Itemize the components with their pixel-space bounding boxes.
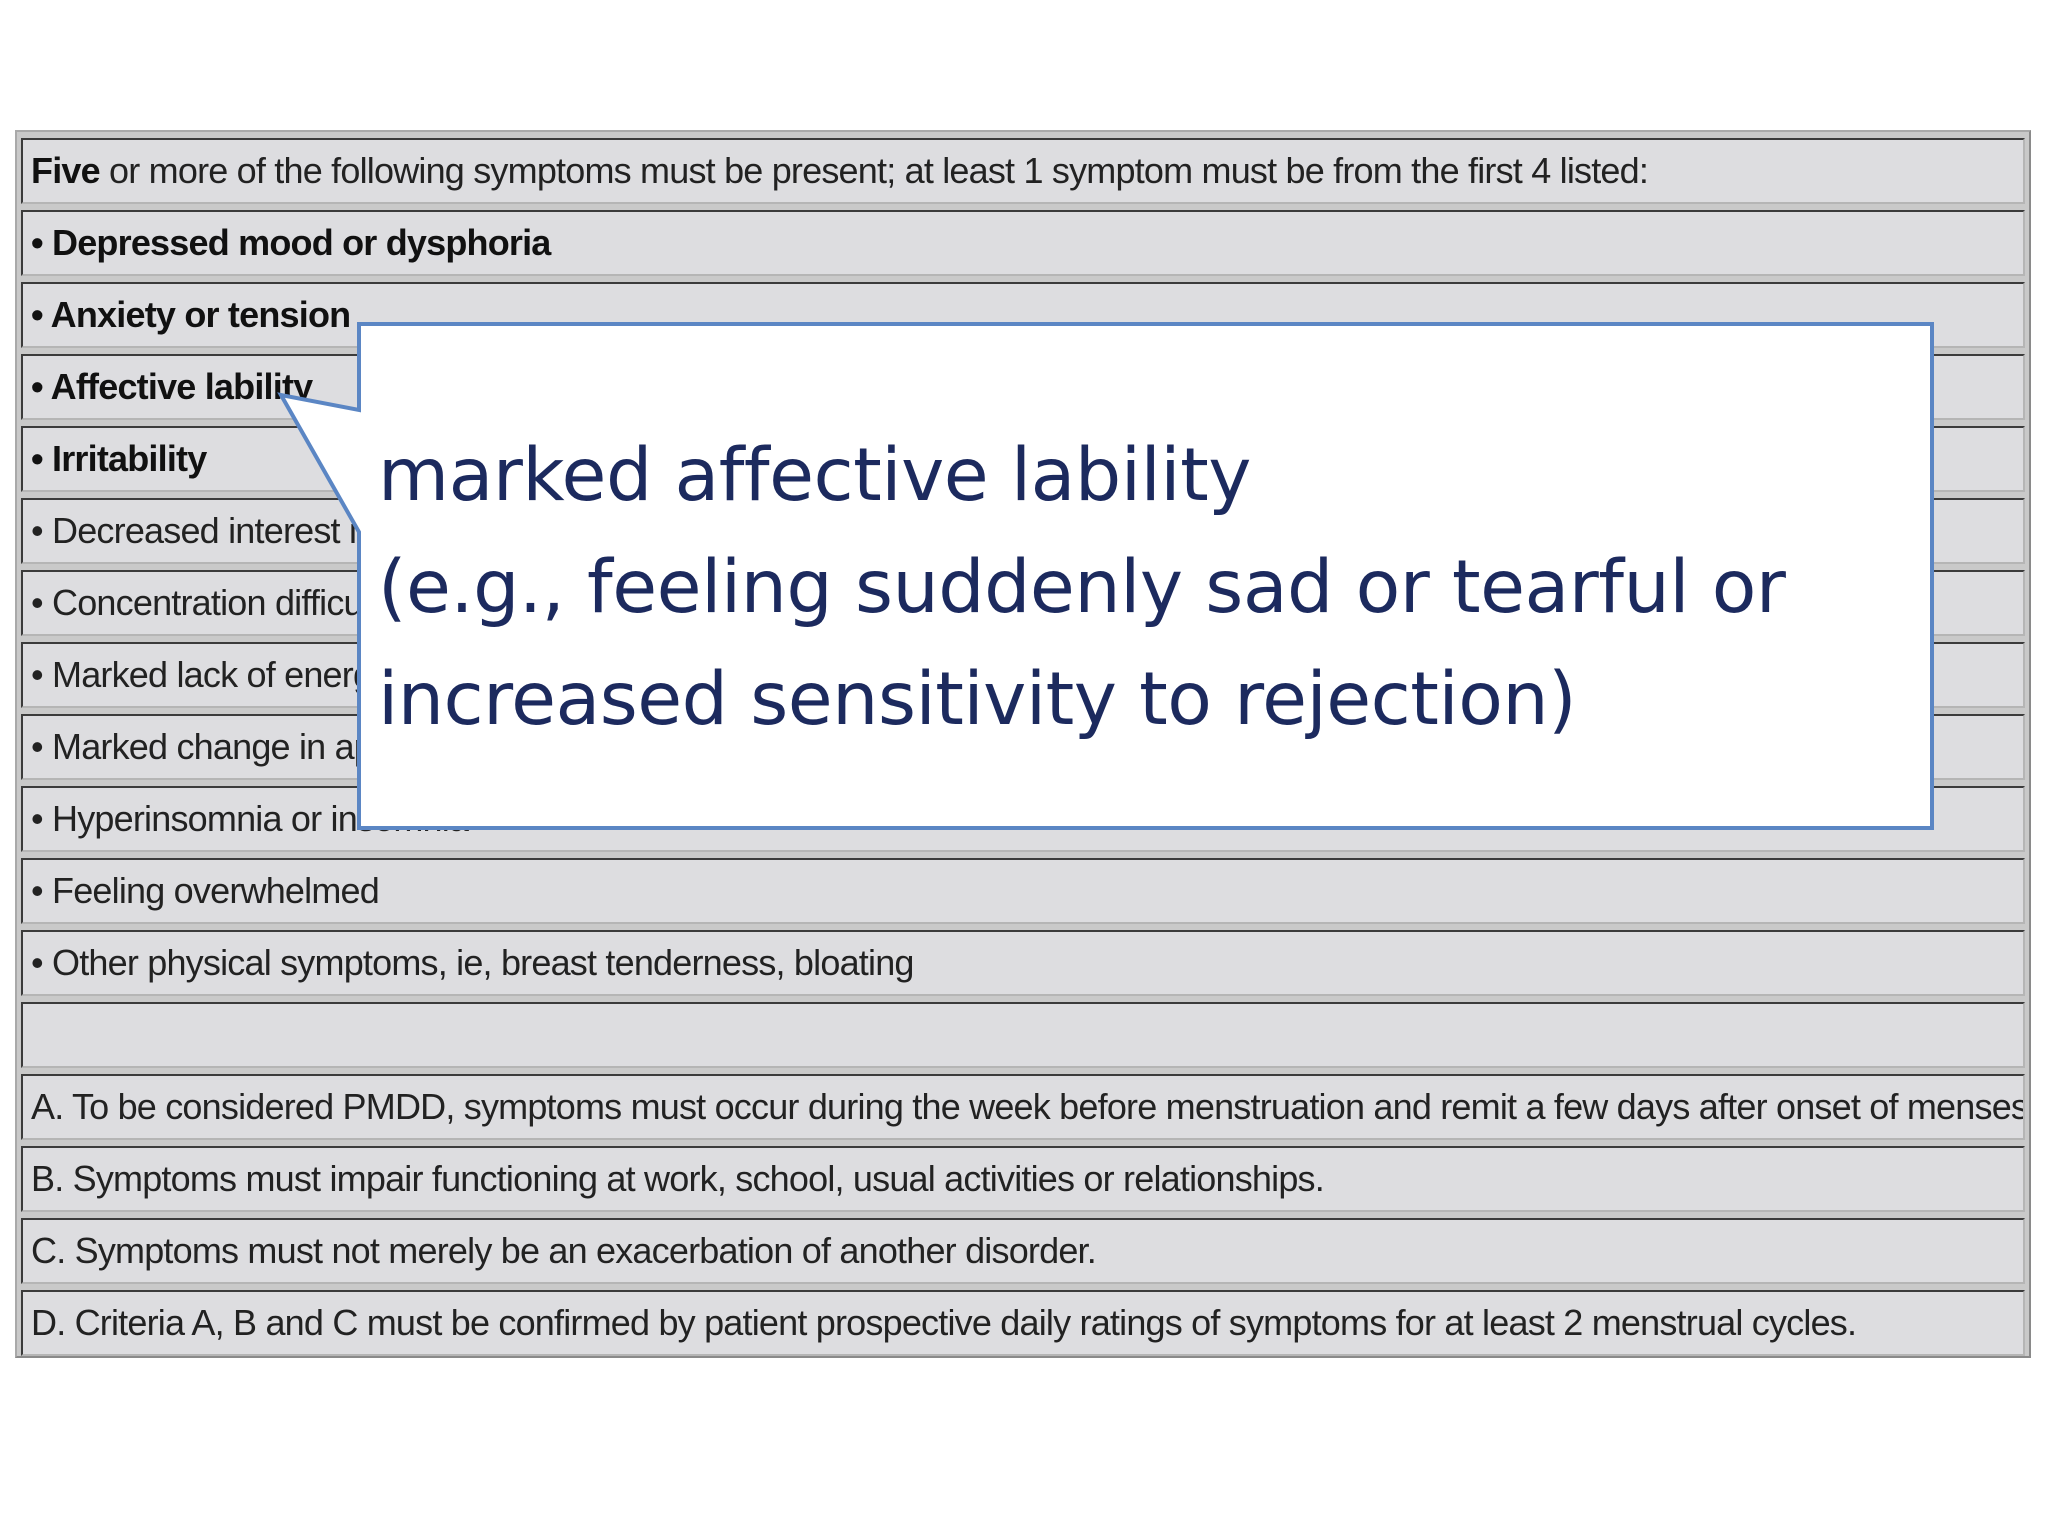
criterion-row: D. Criteria A, B and C must be confirmed… <box>21 1290 2025 1356</box>
criterion-row: B. Symptoms must impair functioning at w… <box>21 1146 2025 1212</box>
criterion-row: C. Symptoms must not merely be an exacer… <box>21 1218 2025 1284</box>
callout-line: increased sensitivity to rejection) <box>378 657 1577 742</box>
callout-line: marked affective lability <box>378 433 1251 518</box>
header-text: or more of the following symptoms must b… <box>99 150 1649 191</box>
symptom-row: • Anxiety or tension <box>21 282 2025 348</box>
symptom-row: • Feeling overwhelmed <box>21 858 2025 924</box>
empty-row <box>21 1002 2025 1068</box>
table-header-row: Five or more of the following symptoms m… <box>21 138 2025 204</box>
callout-line: (e.g., feeling suddenly sad or tearful o… <box>378 545 1786 630</box>
symptom-row: • Other physical symptoms, ie, breast te… <box>21 930 2025 996</box>
header-bold-word: Five <box>31 150 101 191</box>
symptom-row: • Depressed mood or dysphoria <box>21 210 2025 276</box>
symptom-row: • Hyperinsomnia or insomnia <box>21 786 2025 852</box>
callout-text: marked affective lability (e.g., feeling… <box>378 420 1908 756</box>
criterion-row: A. To be considered PMDD, symptoms must … <box>21 1074 2025 1140</box>
symptom-row: • Affective lability <box>21 354 2025 420</box>
